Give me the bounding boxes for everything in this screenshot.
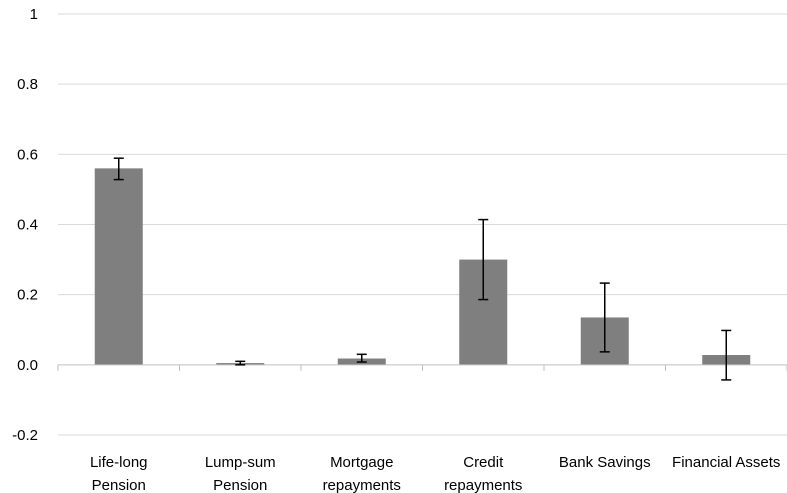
y-tick-label: 0.4 [17,217,38,234]
error-bar [356,353,367,363]
x-category-label: Financial Assets [672,454,780,471]
x-axis-category-labels: Life-long Pension Lump-sum Pension Mortgage r… [90,454,780,493]
error-bar [478,218,489,301]
x-category-label: Bank Savings [559,454,651,471]
y-tick-label: 0.0 [17,357,38,374]
y-tick-label: -0.2 [12,427,38,444]
x-axis [57,364,787,371]
gridlines [58,13,787,436]
x-category-label: Life-long Pension [90,454,148,493]
y-tick-label: 0.2 [17,287,38,304]
y-tick-label: 0.8 [17,76,38,93]
bars [94,168,751,365]
x-category-label: Credit repayments [444,454,522,493]
bar [94,168,143,365]
error-bar [599,282,610,353]
y-tick-label: 0.6 [17,146,38,163]
x-category-label: Mortgage repayments [323,454,401,493]
error-bars [113,157,732,381]
error-bar [235,360,246,366]
error-bar [113,157,124,181]
error-bar [721,329,732,381]
y-tick-label: 1 [30,6,38,23]
y-axis-tick-labels: -0.2 0.0 0.2 0.4 0.6 0.8 1 [12,6,38,444]
x-category-label: Lump-sum Pension [205,454,276,493]
